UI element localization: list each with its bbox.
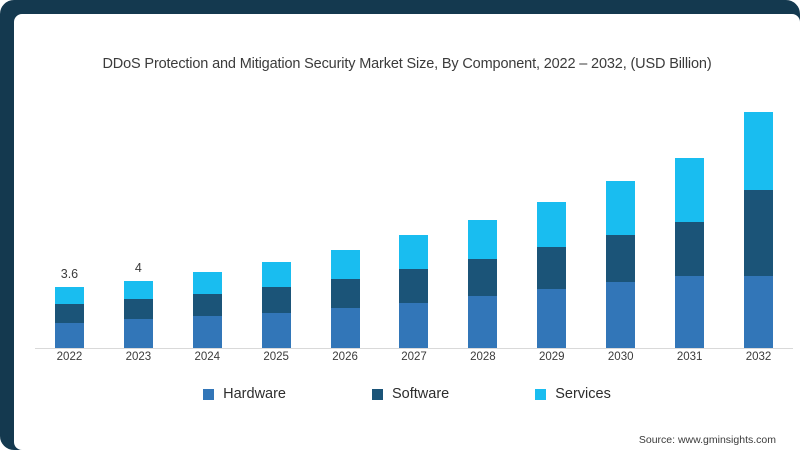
- bar-segment-software-2022[interactable]: [54, 304, 84, 323]
- chart-canvas: DDoS Protection and Mitigation Security …: [14, 14, 800, 450]
- x-axis-label-2022: 2022: [56, 351, 83, 363]
- bar-segment-services-2026[interactable]: [330, 250, 360, 280]
- legend-label-services: Services: [555, 386, 611, 402]
- bar-segment-hardware-2027[interactable]: [399, 302, 429, 348]
- bar-group-2022[interactable]: 3.6: [54, 104, 84, 348]
- bar-segment-services-2027[interactable]: [399, 235, 429, 269]
- bar-segment-services-2024[interactable]: [192, 272, 222, 295]
- bar-segment-software-2027[interactable]: [399, 268, 429, 303]
- legend-label-software: Software: [392, 386, 450, 402]
- bar-value-label-2022: 3.6: [60, 267, 79, 282]
- bar-segment-hardware-2023[interactable]: [123, 319, 153, 348]
- bar-segment-software-2028[interactable]: [468, 258, 498, 296]
- bar-segment-services-2031[interactable]: [675, 157, 705, 222]
- bar-group-2026[interactable]: [330, 104, 360, 348]
- bar-segment-hardware-2031[interactable]: [675, 275, 705, 348]
- x-axis-label-2030: 2030: [607, 351, 634, 363]
- bar-segment-hardware-2024[interactable]: [192, 316, 222, 348]
- x-axis-label-2028: 2028: [470, 351, 496, 363]
- bar-group-2024[interactable]: [192, 104, 222, 348]
- bar-segment-hardware-2028[interactable]: [468, 295, 498, 348]
- legend-item-software[interactable]: Software: [372, 386, 449, 402]
- bar-segment-services-2025[interactable]: [261, 262, 291, 288]
- x-axis-label-2032: 2032: [745, 351, 772, 363]
- x-axis-label-2025: 2025: [263, 351, 289, 363]
- bar-group-2027[interactable]: [399, 104, 429, 348]
- chart-legend: Hardware Software Services: [14, 386, 800, 402]
- bar-group-2031[interactable]: [675, 104, 705, 348]
- bar-group-2029[interactable]: [537, 104, 567, 348]
- bar-segment-services-2023[interactable]: [123, 280, 153, 300]
- legend-item-services[interactable]: Services: [535, 386, 611, 402]
- plot-area: 3.6 4: [35, 104, 793, 349]
- bar-group-2023[interactable]: 4: [123, 104, 153, 348]
- x-axis-label-2027: 2027: [401, 351, 427, 363]
- bar-segment-services-2022[interactable]: [54, 287, 84, 305]
- bar-segment-software-2025[interactable]: [261, 287, 291, 313]
- bar-segment-hardware-2030[interactable]: [606, 282, 636, 348]
- bar-series-container: 3.6 4: [35, 104, 793, 348]
- bar-value-label-2023: 4: [134, 260, 142, 275]
- bar-segment-hardware-2029[interactable]: [537, 289, 567, 348]
- bar-segment-services-2032[interactable]: [744, 112, 774, 190]
- legend-swatch-services-icon: [535, 388, 547, 400]
- x-axis-labels: 2022 2023 2024 2025 2026 2027 2028 2029 2030 2031…: [35, 351, 793, 371]
- bar-segment-software-2029[interactable]: [537, 247, 567, 290]
- legend-swatch-hardware-icon: [203, 388, 215, 400]
- bar-segment-hardware-2032[interactable]: [744, 275, 774, 348]
- bar-segment-software-2024[interactable]: [192, 294, 222, 317]
- bar-segment-software-2032[interactable]: [744, 189, 774, 276]
- legend-item-hardware[interactable]: Hardware: [203, 386, 286, 402]
- bar-segment-services-2030[interactable]: [606, 181, 636, 236]
- bar-segment-software-2031[interactable]: [675, 221, 705, 276]
- bar-segment-hardware-2026[interactable]: [330, 307, 360, 348]
- bar-segment-hardware-2022[interactable]: [54, 322, 84, 348]
- x-axis-label-2023: 2023: [125, 351, 152, 363]
- x-axis-label-2031: 2031: [676, 351, 703, 363]
- bar-group-2032[interactable]: [744, 104, 774, 348]
- bar-group-2028[interactable]: [468, 104, 498, 348]
- x-axis-label-2029: 2029: [539, 351, 565, 363]
- bar-segment-software-2026[interactable]: [330, 279, 360, 308]
- bar-segment-software-2023[interactable]: [123, 299, 153, 320]
- bar-segment-hardware-2025[interactable]: [261, 312, 291, 348]
- legend-label-hardware: Hardware: [223, 386, 286, 402]
- bar-segment-services-2029[interactable]: [537, 201, 567, 248]
- chart-title: DDoS Protection and Mitigation Security …: [102, 56, 712, 72]
- bar-segment-services-2028[interactable]: [468, 220, 498, 259]
- legend-swatch-software-icon: [372, 388, 383, 400]
- source-note: Source: www.gminsights.com: [638, 434, 776, 446]
- x-axis-line: [35, 348, 793, 349]
- bar-group-2025[interactable]: [261, 104, 291, 348]
- bar-group-2030[interactable]: [606, 104, 636, 348]
- bar-segment-software-2030[interactable]: [606, 235, 636, 283]
- x-axis-label-2026: 2026: [332, 351, 358, 363]
- x-axis-label-2024: 2024: [194, 351, 221, 363]
